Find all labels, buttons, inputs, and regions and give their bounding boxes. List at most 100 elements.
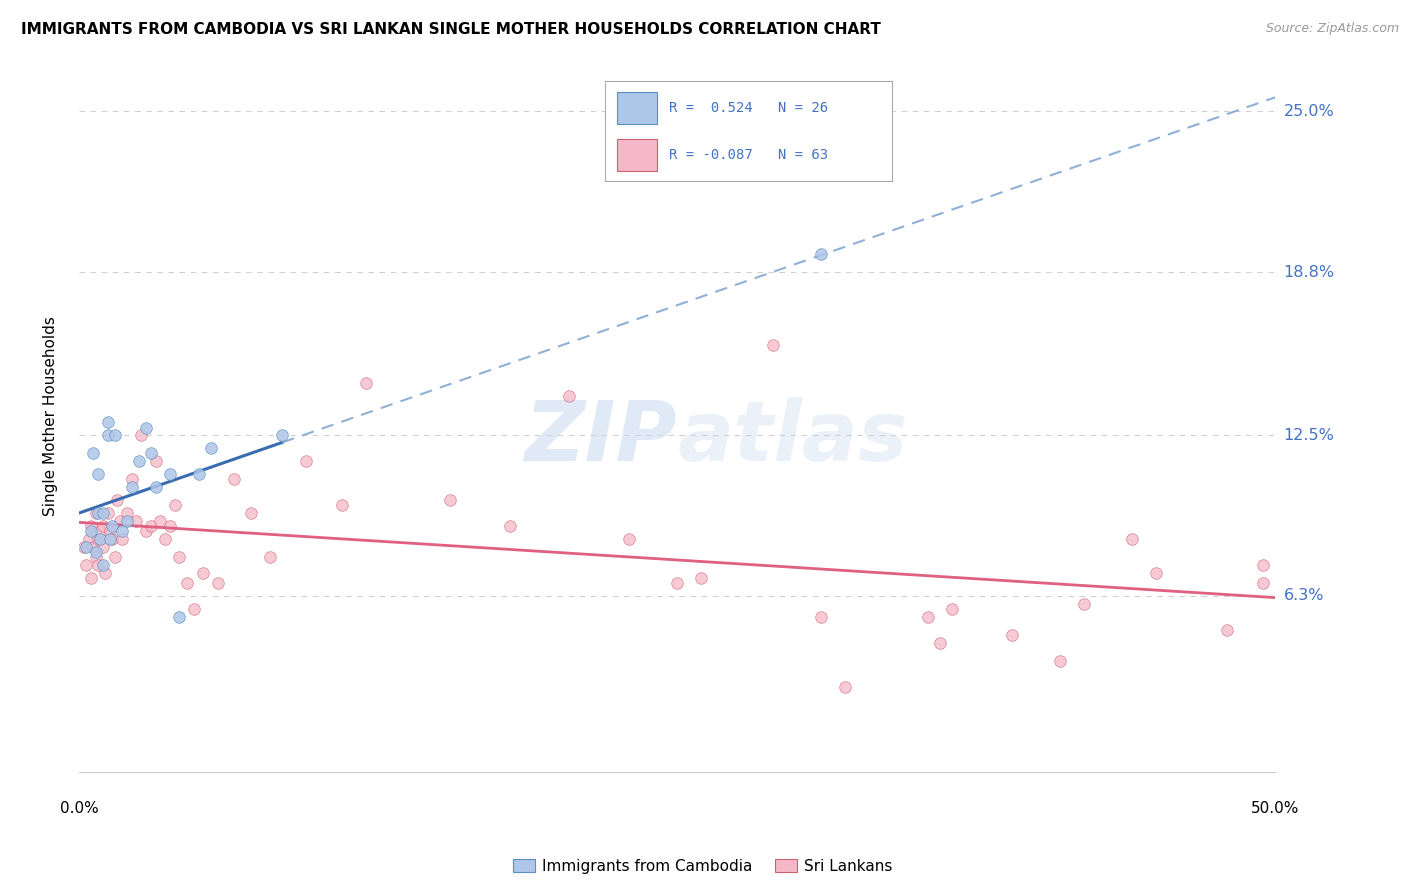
Point xyxy=(139,519,162,533)
Point xyxy=(89,524,111,538)
Point xyxy=(98,524,121,538)
Point xyxy=(91,540,114,554)
Point xyxy=(105,493,128,508)
Point xyxy=(139,446,162,460)
Point xyxy=(101,532,124,546)
Text: 25.0%: 25.0% xyxy=(1284,103,1334,119)
Text: 50.0%: 50.0% xyxy=(1251,801,1299,815)
Point xyxy=(259,549,281,564)
Point xyxy=(80,524,103,538)
Point xyxy=(108,514,131,528)
Text: IMMIGRANTS FROM CAMBODIA VS SRI LANKAN SINGLE MOTHER HOUSEHOLDS CORRELATION CHAR: IMMIGRANTS FROM CAMBODIA VS SRI LANKAN S… xyxy=(21,22,882,37)
Point xyxy=(917,609,939,624)
Point xyxy=(91,558,114,572)
Point xyxy=(121,472,143,486)
Point xyxy=(271,428,294,442)
Point xyxy=(941,602,963,616)
Point xyxy=(439,493,461,508)
Point xyxy=(200,441,222,455)
Point xyxy=(135,420,157,434)
Point xyxy=(690,571,713,585)
Point xyxy=(187,467,209,482)
Text: 12.5%: 12.5% xyxy=(1284,428,1334,442)
Point xyxy=(330,498,353,512)
Point xyxy=(104,428,127,442)
Point xyxy=(75,558,97,572)
Point xyxy=(91,519,114,533)
Point xyxy=(87,467,110,482)
Text: ZIP: ZIP xyxy=(524,397,678,478)
Point xyxy=(295,454,318,468)
Point xyxy=(91,506,114,520)
Point xyxy=(834,680,856,694)
Text: Source: ZipAtlas.com: Source: ZipAtlas.com xyxy=(1265,22,1399,36)
Point xyxy=(149,514,172,528)
Point xyxy=(87,506,110,520)
Point xyxy=(207,576,229,591)
Point xyxy=(159,519,181,533)
Point xyxy=(810,247,832,261)
Point xyxy=(89,532,111,546)
Point xyxy=(111,524,134,538)
Point xyxy=(666,576,689,591)
Point xyxy=(87,558,110,572)
Point xyxy=(1049,654,1071,668)
Point xyxy=(128,454,150,468)
Point xyxy=(84,506,107,520)
Point xyxy=(169,609,191,624)
Point xyxy=(240,506,263,520)
Point xyxy=(97,506,120,520)
Point xyxy=(1001,628,1024,642)
Point xyxy=(619,532,641,546)
Point xyxy=(87,532,110,546)
Point xyxy=(1121,532,1143,546)
Text: 18.8%: 18.8% xyxy=(1284,265,1334,279)
Text: 0.0%: 0.0% xyxy=(59,801,98,815)
Point xyxy=(75,540,97,554)
Point xyxy=(82,446,104,460)
Point xyxy=(115,506,138,520)
Point xyxy=(94,566,117,580)
Y-axis label: Single Mother Households: Single Mother Households xyxy=(44,316,58,516)
Point xyxy=(1253,558,1275,572)
Point xyxy=(498,519,520,533)
Point xyxy=(129,428,152,442)
Point xyxy=(80,571,103,585)
Point xyxy=(558,389,581,403)
Point xyxy=(97,428,120,442)
Point xyxy=(1253,576,1275,591)
Point xyxy=(111,532,134,546)
Legend: Immigrants from Cambodia, Sri Lankans: Immigrants from Cambodia, Sri Lankans xyxy=(508,853,898,880)
Text: atlas: atlas xyxy=(678,397,908,478)
Point xyxy=(77,532,100,546)
Point xyxy=(224,472,246,486)
Point xyxy=(82,540,104,554)
Point xyxy=(73,540,96,554)
Point xyxy=(98,532,121,546)
Point xyxy=(145,480,167,494)
Point xyxy=(135,524,157,538)
Point xyxy=(762,337,785,351)
Point xyxy=(929,635,952,649)
Point xyxy=(1216,623,1239,637)
Point xyxy=(159,467,181,482)
Point xyxy=(354,376,377,391)
Point xyxy=(183,602,205,616)
Point xyxy=(169,549,191,564)
Point xyxy=(1144,566,1167,580)
Point xyxy=(115,514,138,528)
Point xyxy=(84,549,107,564)
Point xyxy=(1073,597,1095,611)
Point xyxy=(153,532,176,546)
Point xyxy=(84,545,107,559)
Point xyxy=(145,454,167,468)
Point xyxy=(125,514,148,528)
Text: 6.3%: 6.3% xyxy=(1284,589,1324,603)
Point xyxy=(121,480,143,494)
Point xyxy=(193,566,215,580)
Point xyxy=(80,519,103,533)
Point xyxy=(163,498,186,512)
Point xyxy=(104,549,127,564)
Point xyxy=(176,576,198,591)
Point xyxy=(101,519,124,533)
